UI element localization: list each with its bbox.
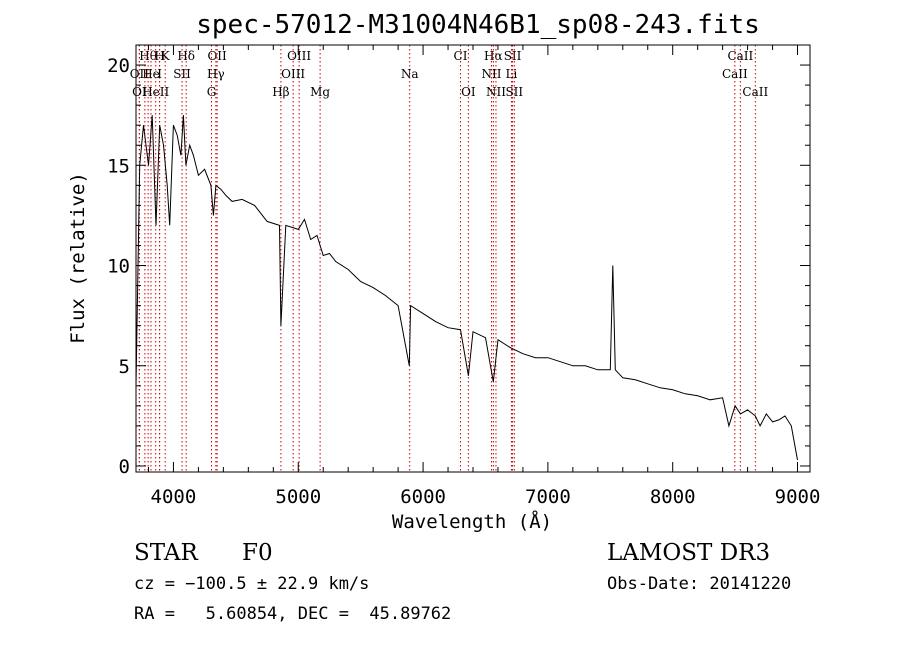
- survey-name: LAMOST DR3: [607, 540, 770, 566]
- x-tick-label: 7000: [525, 486, 571, 508]
- x-tick-label: 5000: [275, 486, 321, 508]
- x-tick-label: 6000: [400, 486, 446, 508]
- y-tick-label: 15: [107, 155, 130, 177]
- plot-frame: [135, 44, 811, 473]
- line-marker-label: CaII: [727, 49, 753, 63]
- line-marker-label: K: [161, 49, 171, 63]
- line-marker-label: Hθ: [139, 49, 157, 63]
- line-marker-label: Mg: [310, 85, 330, 99]
- line-marker-label: G: [207, 85, 217, 99]
- line-marker-label: NII: [481, 67, 501, 81]
- object-class: STAR: [134, 540, 198, 566]
- line-marker-label: H: [154, 49, 164, 63]
- line-marker-label: SII: [505, 85, 523, 99]
- line-marker-label: Hγ: [207, 67, 225, 81]
- y-axis-label: Flux (relative): [67, 172, 89, 344]
- line-marker-label: OII: [207, 49, 227, 63]
- line-marker-label: CaII: [742, 85, 768, 99]
- line-marker-label: I: [142, 85, 147, 99]
- line-marker-label: SII: [173, 67, 191, 81]
- y-tick-label: 10: [107, 256, 130, 278]
- line-marker-label: CI: [454, 49, 468, 63]
- y-tick-label: 5: [119, 356, 130, 378]
- line-marker-label: OIII: [281, 67, 305, 81]
- line-marker-label: Hδ: [177, 49, 195, 63]
- line-marker-label: OIII: [287, 49, 311, 63]
- redshift-text: cz = −100.5 ± 22.9 km/s: [134, 574, 369, 594]
- y-tick-label: 20: [107, 55, 130, 77]
- line-marker-label: NII: [486, 85, 506, 99]
- obs-date: Obs-Date: 20141220: [607, 574, 791, 594]
- info-panel: STAR F0 LAMOST DR3 cz = −100.5 ± 22.9 km…: [134, 540, 791, 624]
- coordinates: RA = 5.60854, DEC = 45.89762: [134, 604, 451, 624]
- x-tick-label: 4000: [151, 486, 197, 508]
- spectral-subclass: F0: [242, 540, 273, 566]
- chart-title: spec-57012-M31004N46B1_sp08-243.fits: [196, 10, 760, 40]
- line-marker-label: I: [157, 67, 162, 81]
- x-tick-label: 8000: [650, 486, 696, 508]
- line-marker-label: Hβ: [272, 85, 289, 99]
- y-tick-label: 0: [119, 456, 130, 478]
- line-marker-label: OI: [461, 85, 476, 99]
- x-axis-label: Wavelength (Å): [392, 510, 552, 533]
- line-marker-label: SII: [504, 49, 522, 63]
- line-marker-label: CaII: [722, 67, 748, 81]
- line-marker-label: Na: [401, 67, 419, 81]
- line-marker-label: HeII: [142, 85, 169, 99]
- axis-ticks: 4000 5000 6000 7000 8000 9000 0 5 10 15 20: [107, 45, 820, 508]
- x-tick-label: 9000: [775, 486, 821, 508]
- line-marker-label: Li: [506, 67, 518, 81]
- spectrum-series: [135, 115, 798, 461]
- line-marker-label: Hα: [484, 49, 503, 63]
